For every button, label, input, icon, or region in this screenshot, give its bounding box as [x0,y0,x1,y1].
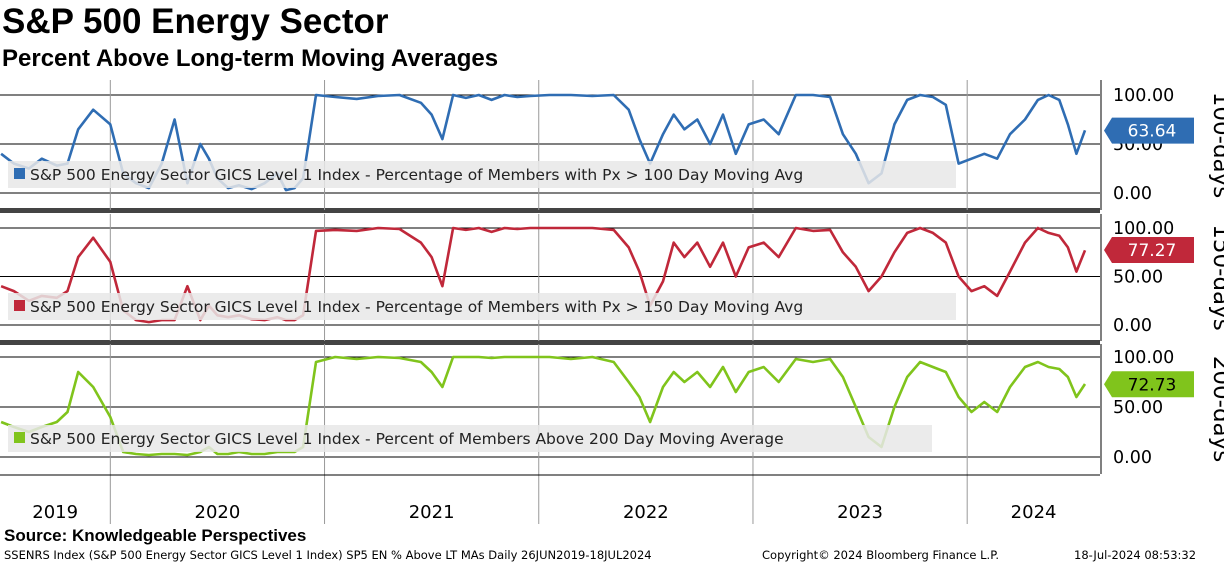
y-tick-label: 50.00 [1113,268,1163,288]
x-tick-label: 2023 [837,502,883,523]
chart-title: S&P 500 Energy Sector [2,2,389,41]
last-value-label: 72.73 [1128,375,1177,395]
legend-box [8,293,956,320]
panel-label-200-days: 200-days [1208,356,1224,463]
chart-subtitle: Percent Above Long-term Moving Averages [2,45,499,72]
chart-area: S&P 500 Energy Sector GICS Level 1 Index… [0,80,1224,524]
last-value-tag [1104,117,1194,144]
series-line-100-days [0,93,1087,192]
y-tick-label: 100.00 [1113,86,1174,106]
y-tick-label: 50.00 [1113,398,1163,418]
panel-separator [0,208,1100,213]
source-note: Source: Knowledgeable Perspectives [4,526,307,545]
legend-label: S&P 500 Energy Sector GICS Level 1 Index… [30,430,784,448]
footer-copyright: Copyright© 2024 Bloomberg Finance L.P. [762,548,999,562]
panel-separator [0,340,1100,345]
legend-label: S&P 500 Energy Sector GICS Level 1 Index… [30,298,803,316]
legend-box [8,161,956,188]
y-tick-label: 0.00 [1113,448,1152,468]
footer-timestamp: 18-Jul-2024 08:53:32 [1074,548,1197,562]
legend-swatch [14,432,25,443]
legend-swatch [14,168,25,179]
x-tick-label: 2022 [623,502,669,523]
x-tick-label: 2019 [32,502,78,523]
x-tick-label: 2020 [195,502,241,523]
footer-index-info: SSENRS Index (S&P 500 Energy Sector GICS… [4,548,652,562]
legend-label: S&P 500 Energy Sector GICS Level 1 Index… [30,166,803,184]
y-tick-label: 100.00 [1113,219,1174,239]
last-value-tag [1104,371,1194,398]
x-tick-label: 2021 [409,502,455,523]
x-tick-label: 2024 [1011,502,1057,523]
last-value-label: 77.27 [1128,241,1177,261]
panel-label-100-days: 100-days [1208,92,1224,199]
y-tick-label: 100.00 [1113,348,1174,368]
legend-swatch [14,300,25,311]
last-value-tag [1104,237,1194,264]
y-tick-label: 0.00 [1113,184,1152,204]
series-line-200-days [0,355,1087,457]
y-tick-label: 0.00 [1113,316,1152,336]
legend-box [8,425,932,452]
last-value-label: 63.64 [1128,122,1177,142]
panel-label-150-days: 150-days [1208,224,1224,331]
